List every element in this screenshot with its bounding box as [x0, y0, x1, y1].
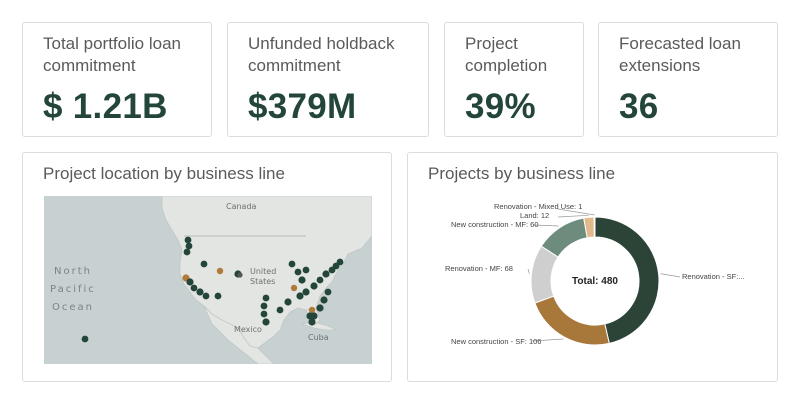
map-project-marker[interactable] [316, 304, 324, 312]
donut-slice-label: New construction - SF: 106 [451, 337, 541, 346]
map-project-marker[interactable] [308, 306, 316, 314]
donut-slice[interactable] [540, 217, 588, 258]
map-project-marker[interactable] [310, 312, 318, 320]
map-project-marker[interactable] [316, 276, 324, 284]
map-land-north-america [161, 196, 372, 349]
map-project-marker[interactable] [336, 258, 344, 266]
map-project-marker[interactable] [200, 260, 208, 268]
map-project-marker[interactable] [294, 268, 302, 276]
map-project-marker[interactable] [324, 288, 332, 296]
donut-leader-lines [527, 208, 681, 342]
donut-slice-label: Renovation - SF:... [682, 272, 745, 281]
map-label-united: United [250, 267, 276, 276]
map-project-marker[interactable] [296, 292, 304, 300]
map-project-marker[interactable] [310, 282, 318, 290]
donut-leader-line [533, 224, 559, 227]
map-project-marker[interactable] [237, 272, 243, 278]
kpi-card-loan-extensions: Forecasted loan extensions 36 [598, 22, 778, 137]
map-project-marker[interactable] [260, 302, 268, 310]
map-land-mexico [203, 305, 275, 364]
kpi-label: Project completion [465, 34, 548, 75]
map-project-marker[interactable] [262, 318, 270, 326]
kpi-label: Forecasted loan extensions [619, 34, 741, 75]
map-project-marker[interactable] [183, 248, 191, 256]
donut-slice[interactable] [534, 295, 610, 346]
donut-panel: Projects by business line Total: 480 Ren… [407, 152, 778, 382]
map-project-marker[interactable] [202, 292, 210, 300]
map-project-marker[interactable] [186, 278, 194, 286]
donut-slice[interactable] [593, 216, 596, 238]
donut-center-label: Total: 480 [572, 276, 618, 287]
kpi-value: 39% [465, 87, 536, 126]
map-project-marker[interactable] [288, 260, 296, 268]
kpi-value: $ 1.21B [43, 87, 168, 126]
map-project-marker[interactable] [276, 306, 284, 314]
donut-leader-line [557, 214, 589, 218]
donut-leader-line [527, 268, 530, 274]
project-location-map[interactable]: Canada United States Mexico Cuba North P… [44, 196, 372, 364]
map-label-ocean-2: Pacific [50, 284, 96, 295]
map-project-marker[interactable] [322, 270, 330, 278]
map-project-marker[interactable] [298, 276, 306, 284]
map-project-marker[interactable] [302, 288, 310, 296]
map-project-marker[interactable] [262, 294, 270, 302]
map-project-marker[interactable] [81, 335, 89, 343]
map-project-marker[interactable] [302, 266, 310, 274]
panel-title: Projects by business line [428, 164, 616, 183]
map-label-ocean-1: North [54, 266, 92, 277]
donut-leader-line [531, 338, 564, 342]
map-project-marker[interactable] [308, 318, 316, 326]
kpi-card-project-completion: Project completion 39% [444, 22, 584, 137]
map-label-canada: Canada [226, 202, 257, 211]
donut-slice-label: Renovation - Mixed Use: 1 [494, 202, 582, 211]
projects-donut-chart[interactable]: Total: 480 Renovation - SF:... New const… [408, 153, 779, 383]
map-project-markers[interactable] [81, 236, 344, 343]
map-project-marker[interactable] [320, 296, 328, 304]
map-project-marker[interactable] [185, 242, 193, 250]
map-label-cuba: Cuba [308, 333, 329, 342]
donut-slices [530, 216, 660, 346]
kpi-card-total-commitment: Total portfolio loan commitment $ 1.21B [22, 22, 212, 137]
donut-slice-label: Land: 12 [520, 211, 549, 220]
map-project-marker[interactable] [290, 284, 298, 292]
kpi-value: 36 [619, 87, 659, 126]
donut-slice-label: New construction - MF: 60 [451, 220, 539, 229]
kpi-label: Unfunded holdback commitment [248, 34, 395, 75]
map-project-marker[interactable] [216, 267, 224, 275]
donut-leader-line [557, 208, 595, 216]
donut-leader-line [660, 273, 681, 278]
map-project-marker[interactable] [284, 298, 292, 306]
map-project-marker[interactable] [214, 292, 222, 300]
map-project-marker[interactable] [196, 288, 204, 296]
donut-slice-label: Renovation - MF: 68 [445, 264, 513, 273]
map-project-marker[interactable] [190, 284, 198, 292]
kpi-label: Total portfolio loan commitment [43, 34, 181, 75]
map-project-marker[interactable] [260, 310, 268, 318]
map-panel: Project location by business line Canada… [22, 152, 392, 382]
map-label-mexico: Mexico [234, 325, 262, 334]
map-label-states: States [250, 277, 275, 286]
map-label-ocean-3: Ocean [52, 302, 94, 313]
map-project-marker[interactable] [184, 236, 192, 244]
map-canvas[interactable]: Canada United States Mexico Cuba North P… [44, 196, 372, 364]
panel-title: Project location by business line [43, 164, 285, 183]
kpi-value: $379M [248, 87, 357, 126]
kpi-card-unfunded-holdback: Unfunded holdback commitment $379M [227, 22, 429, 137]
